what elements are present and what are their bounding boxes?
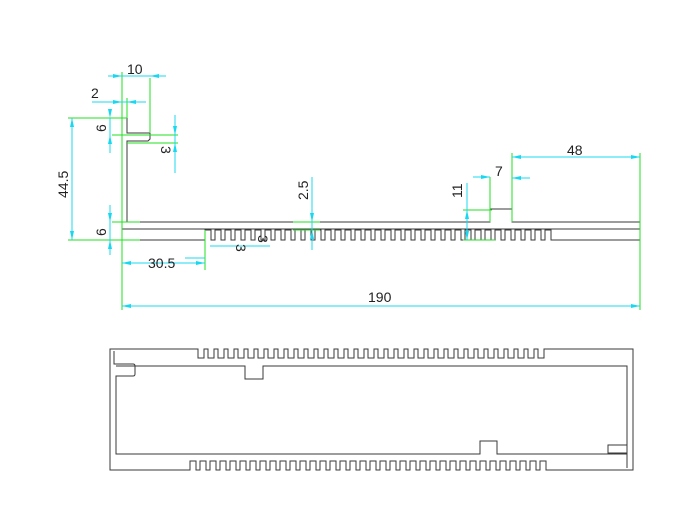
- dim-label: 44.5: [55, 171, 71, 198]
- profile-section-view: [109, 348, 634, 471]
- dimension-labels: 10 2 6 44.5 6 3 30.5 3 3 2.5 11 7 48 190: [55, 61, 583, 305]
- dim-label: 2.5: [295, 180, 311, 200]
- section-inner-outline: [113, 351, 628, 455]
- dimension-arrow: [108, 213, 112, 222]
- dimension-arrow: [70, 118, 74, 127]
- dim-label: 3: [158, 146, 174, 154]
- dimension-arrow: [512, 176, 521, 180]
- dimension-arrow: [108, 240, 112, 249]
- dimension-arrow: [481, 175, 490, 179]
- dimension-arrow: [113, 74, 122, 78]
- dimension-arrow: [113, 100, 122, 104]
- dimension-arrow: [465, 231, 469, 240]
- dim-label: 2: [91, 85, 99, 101]
- dimension-arrow: [108, 135, 112, 144]
- dimension-arrow: [465, 210, 469, 219]
- dimension-arrow: [310, 230, 314, 239]
- dimension-arrow: [122, 304, 131, 308]
- dimension-arrows: [70, 74, 640, 308]
- dimension-arrow: [173, 126, 177, 135]
- dim-label: 6: [93, 124, 109, 132]
- dimension-lines: [71, 75, 640, 307]
- dimension-arrow: [173, 143, 177, 152]
- section-inner-top: [116, 365, 628, 468]
- section-outer-outline: [109, 348, 634, 471]
- dim-label: 6: [93, 228, 109, 236]
- fin-row-side: [122, 229, 640, 241]
- dim-label: 10: [127, 61, 143, 77]
- dim-label: 3: [255, 235, 271, 243]
- profile-side-view: [121, 117, 641, 241]
- dimension-arrow: [631, 155, 640, 159]
- dim-label: 190: [368, 289, 392, 305]
- dimension-arrow: [108, 109, 112, 118]
- dim-label: 11: [449, 183, 465, 198]
- dimension-arrow: [150, 74, 159, 78]
- dimension-arrow: [196, 261, 205, 265]
- dim-label: 48: [567, 142, 583, 158]
- dim-label: 7: [495, 163, 503, 179]
- dimension-arrow: [122, 261, 131, 265]
- dimension-arrow: [127, 100, 136, 104]
- extension-lines: [68, 72, 641, 310]
- dim-label: 3: [233, 244, 249, 252]
- dimension-arrow: [512, 155, 521, 159]
- dimension-arrow: [70, 231, 74, 240]
- dim-label: 30.5: [148, 255, 175, 271]
- dimension-arrow: [310, 213, 314, 222]
- profile-outline-left: [121, 117, 641, 240]
- dimension-arrow: [631, 304, 640, 308]
